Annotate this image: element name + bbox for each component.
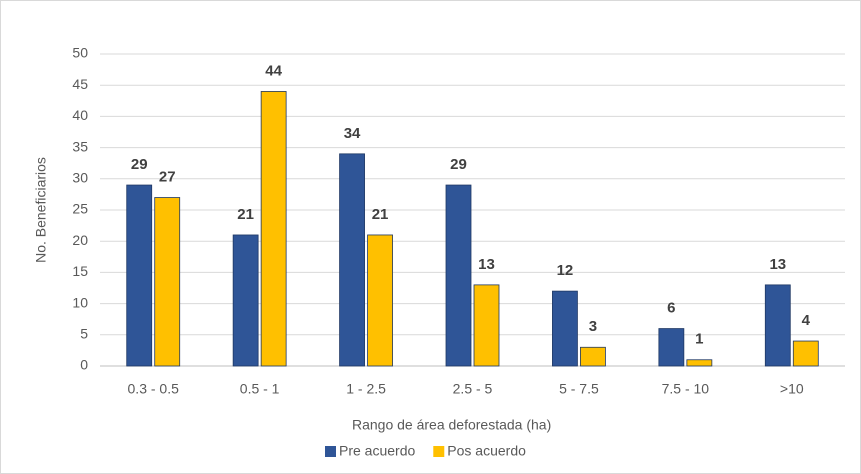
legend-label: Pos acuerdo [447,443,526,459]
y-tick-label: 45 [72,76,88,92]
value-label: 1 [695,331,703,348]
value-label: 13 [769,256,786,273]
y-tick-label: 20 [72,232,88,248]
x-tick-label: >10 [780,381,804,397]
value-label: 4 [802,312,811,329]
value-label: 3 [589,318,597,335]
x-axis-label: Rango de área deforestada (ha) [352,417,551,433]
y-axis-label: No. Beneficiarios [33,157,49,263]
y-tick-label: 5 [80,326,88,342]
x-tick-label: 5 - 7.5 [559,381,599,397]
legend-label: Pre acuerdo [339,443,415,459]
bar [367,234,393,367]
legend-swatch [433,446,445,457]
x-tick-label: 2.5 - 5 [453,381,493,397]
y-tick-label: 15 [72,263,88,279]
bar [764,284,791,367]
value-label: 27 [159,168,176,185]
bar [260,91,287,367]
y-tick-label: 0 [80,357,88,373]
bar [580,346,606,367]
value-label: 12 [557,262,574,279]
value-label: 44 [265,62,282,79]
x-tick-label: 7.5 - 10 [662,381,710,397]
y-tick-label: 50 [72,45,88,61]
value-label: 29 [450,156,467,173]
y-tick-label: 40 [72,107,88,123]
value-label: 29 [131,156,148,173]
bar [552,290,578,367]
bar [126,184,153,367]
value-label: 13 [478,256,495,273]
bar [686,359,713,367]
bar [445,184,472,367]
value-label: 34 [344,125,361,142]
bar [232,234,259,367]
bar [154,197,181,367]
y-tick-label: 30 [72,170,88,186]
y-tick-label: 35 [72,138,88,154]
y-tick-label: 25 [72,201,88,217]
x-tick-label: 0.3 - 0.5 [128,381,180,397]
x-tick-label: 1 - 2.5 [346,381,386,397]
legend-swatch [325,446,336,457]
y-tick-label: 10 [72,294,88,310]
bar [658,328,685,367]
value-label: 21 [372,206,389,223]
x-tick-label: 0.5 - 1 [240,381,280,397]
value-label: 6 [667,300,675,317]
bar [339,153,365,367]
bar [792,340,819,367]
value-label: 21 [237,206,254,223]
bar [473,284,500,367]
